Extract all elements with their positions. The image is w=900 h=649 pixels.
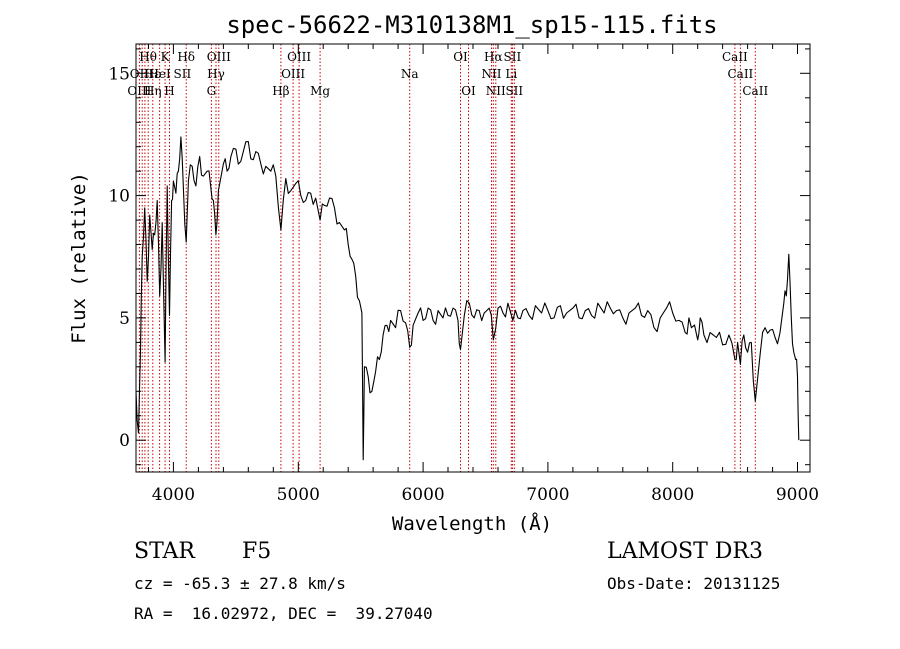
line-label-13: Hγ [207,67,225,81]
line-label-11: HeI [148,67,171,81]
x-axis-label: Wavelength (Å) [392,512,552,535]
x-tick-label: 6000 [401,485,444,505]
line-label-25: OI [461,84,476,98]
line-label-4: OIII [287,50,311,64]
line-label-16: NII [482,67,502,81]
axes: 4000 5000 6000 7000 8000 9000 0 5 10 15 [108,44,819,505]
y-tick-label: 0 [119,431,130,451]
object-class: STAR [134,539,195,564]
chart-title: spec-56622-M310138M1_sp15-115.fits [226,11,717,39]
line-label-2: Hδ [177,50,195,64]
survey-name: LAMOST DR3 [607,539,763,564]
line-label-7: SII [504,50,522,64]
y-tick-label: 5 [119,309,130,329]
redshift-cz: cz = -65.3 ± 27.8 km/s [134,574,346,593]
spectrum-series [135,136,800,461]
line-label-27: SII [505,84,523,98]
line-label-10: Hε [144,67,161,81]
line-label-3: OIII [207,50,231,64]
x-tick-label: 8000 [651,485,694,505]
line-label-15: Na [401,67,419,81]
y-axis-label: Flux (relative) [68,172,90,344]
x-tick-label: 9000 [776,485,819,505]
y-tick-label: 10 [108,187,130,207]
x-tick-label: 5000 [277,485,320,505]
line-label-19: OIII [127,84,151,98]
line-label-22: G [207,84,217,98]
line-label-14: OIII [281,67,305,81]
line-label-12: SII [174,67,192,81]
line-label-1: K [161,50,171,64]
line-label-0: Hθ [139,50,157,64]
line-label-26: NII [486,84,506,98]
line-label-17: Li [505,67,517,81]
line-label-24: Mg [310,84,330,98]
coordinates: RA = 16.02972, DEC = 39.27040 [134,604,433,623]
line-label-18: CaII [727,67,753,81]
x-tick-label: 4000 [152,485,195,505]
spectrum-line-0 [135,136,800,461]
observation-date: Obs-Date: 20131125 [607,574,781,593]
line-label-8: CaII [722,50,748,64]
line-label-21: H [164,84,174,98]
y-tick-label: 15 [108,64,130,84]
line-label-9: OII [130,67,150,81]
line-markers [138,44,756,472]
line-label-20: Hη [144,84,162,98]
line-label-28: CaII [742,84,768,98]
line-label-5: OI [453,50,468,64]
object-subclass: F5 [242,539,272,564]
line-label-6: Hα [484,50,503,64]
plot-frame [135,43,811,473]
line-label-23: Hβ [272,84,289,98]
x-tick-label: 7000 [526,485,569,505]
